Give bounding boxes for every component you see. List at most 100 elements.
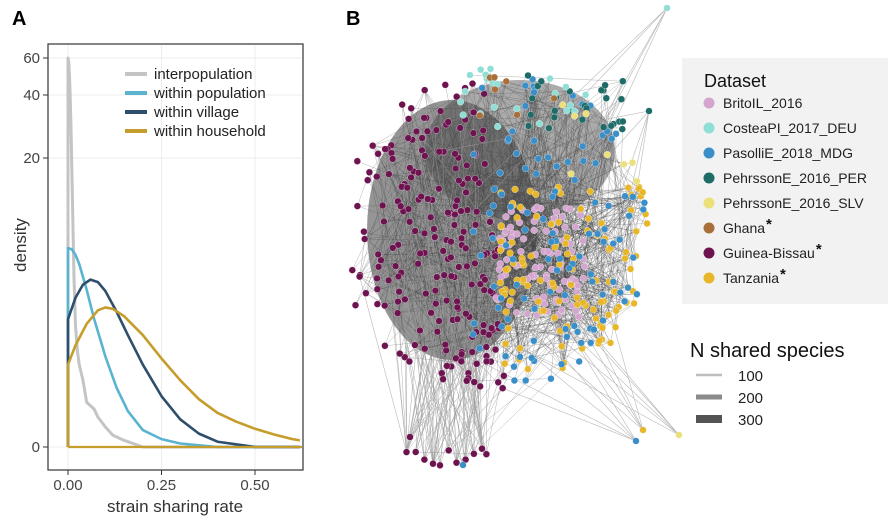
network-node [369, 142, 377, 150]
network-node [586, 187, 594, 196]
network-node [360, 228, 368, 236]
network-node [416, 326, 424, 335]
network-node [477, 66, 485, 74]
network-node [536, 276, 544, 285]
network-node [565, 264, 573, 272]
network-node [389, 155, 397, 163]
network-node [417, 192, 425, 201]
network-node [570, 322, 578, 330]
network-node [453, 93, 461, 101]
dataset-legend-dot [703, 247, 715, 259]
network-node [628, 159, 636, 167]
network-node [463, 161, 471, 169]
network-node [439, 375, 447, 383]
network-node [541, 300, 549, 308]
network-node [663, 4, 671, 12]
network-node [524, 282, 532, 290]
network-node [496, 260, 504, 268]
network-node [639, 426, 647, 434]
x-tick-label: 0.50 [240, 477, 269, 494]
axis-ticks: 0.00 0.25 0.50 0 20 40 60 [23, 50, 269, 494]
network-node [452, 459, 461, 467]
network-node [629, 254, 637, 262]
network-node [510, 363, 518, 371]
network-node [579, 274, 587, 282]
network-node [437, 107, 445, 115]
network-node [562, 83, 570, 91]
edge-legend-label: 300 [738, 412, 763, 429]
network-node [387, 149, 396, 157]
dataset-legend-background [682, 58, 888, 304]
network-node [414, 260, 422, 268]
network-node [404, 134, 412, 142]
network-node [362, 289, 370, 297]
panel-a-letter: A [12, 8, 26, 30]
network-node [396, 350, 404, 358]
network-node [612, 307, 620, 315]
network-node [597, 298, 605, 306]
network-node [533, 212, 541, 220]
dataset-legend-dot [703, 222, 715, 234]
network-node [605, 311, 613, 319]
network-node [469, 330, 477, 338]
panel-b-letter: B [346, 8, 360, 30]
network-node [561, 291, 569, 299]
network-node [529, 75, 537, 83]
dataset-legend-label: BritoIL_2016 [723, 95, 803, 111]
network-node [524, 365, 532, 373]
network-node [373, 300, 381, 308]
network-node [577, 205, 585, 213]
network-node [581, 262, 589, 271]
y-axis-title: density [11, 218, 30, 272]
network-node [533, 203, 541, 211]
network-node [599, 291, 607, 299]
network-node [550, 94, 558, 102]
network-node [478, 135, 486, 143]
network-node [582, 110, 590, 118]
network-node [561, 240, 570, 248]
network-node [455, 263, 463, 271]
network-node [530, 137, 538, 145]
network-node [394, 272, 402, 281]
network-node [542, 227, 550, 235]
dataset-legend-items: BritoIL_2016 CosteaPI_2017_DEU PasolliE_20… [703, 95, 867, 286]
network-node [406, 433, 414, 441]
network-node [452, 164, 460, 173]
network-node [512, 309, 521, 317]
network-node [441, 81, 449, 89]
network-node [521, 226, 529, 234]
network-node [404, 205, 413, 213]
network-node [553, 266, 561, 274]
y-tick-label: 20 [23, 150, 40, 167]
network-node [469, 228, 477, 236]
network-node [530, 88, 538, 96]
network-node [592, 159, 600, 167]
network-node [440, 271, 448, 279]
network-node [507, 203, 515, 211]
network-node [497, 273, 505, 281]
network-node [478, 84, 486, 92]
network-node [356, 273, 364, 281]
network-node [548, 279, 557, 287]
network-node [468, 80, 477, 88]
network-node [476, 111, 484, 120]
network-node [585, 230, 593, 238]
network-node [458, 350, 466, 358]
network-node [443, 362, 451, 370]
network-node [401, 353, 409, 361]
density-series-line [66, 246, 300, 449]
network-node [563, 233, 571, 241]
network-node [517, 248, 525, 256]
network-node [645, 107, 653, 115]
network-node [476, 344, 484, 352]
network-node [612, 323, 620, 331]
edge-width-legend: N shared species 100 200 300 [690, 340, 845, 429]
network-node [619, 117, 627, 126]
network-node [567, 170, 575, 178]
network-node [486, 218, 494, 226]
network-node [540, 307, 548, 315]
network-node [423, 127, 431, 135]
network-node [501, 340, 510, 348]
network-node [612, 130, 620, 138]
network-node [561, 223, 569, 231]
